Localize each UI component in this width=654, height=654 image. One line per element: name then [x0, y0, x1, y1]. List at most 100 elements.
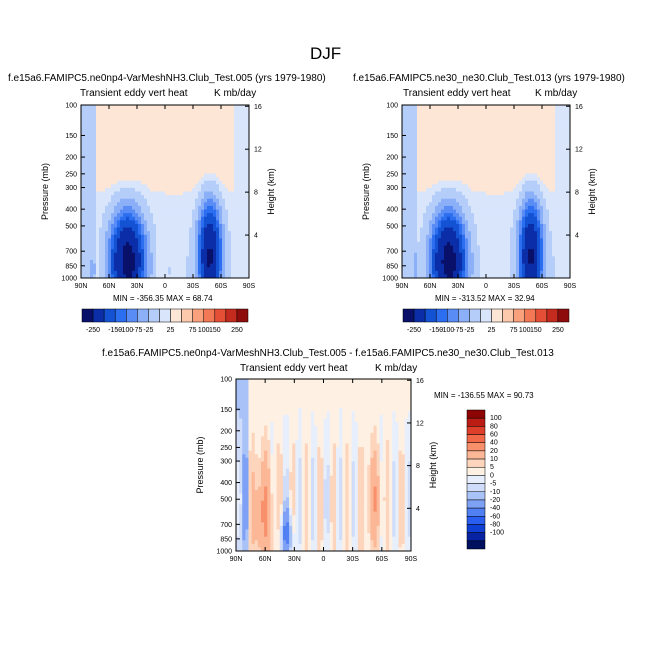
field-cell — [417, 238, 421, 243]
field-cell — [510, 209, 514, 214]
field-cell — [426, 151, 430, 156]
field-cell — [195, 213, 199, 218]
field-cell — [165, 252, 169, 257]
field-cell — [138, 144, 142, 149]
field-cell — [237, 274, 241, 279]
field-cell — [438, 177, 442, 182]
field-cell — [84, 105, 88, 109]
field-cell — [480, 220, 484, 225]
field-cell — [156, 126, 160, 131]
field-cell — [144, 180, 148, 185]
field-cell — [99, 202, 103, 207]
field-cell — [120, 148, 124, 153]
field-cell — [144, 205, 148, 210]
field-cell — [144, 198, 148, 203]
field-cell — [114, 166, 118, 171]
field-cell — [219, 245, 223, 250]
field-cell — [132, 213, 136, 218]
field-cell — [438, 205, 442, 210]
field-cell — [159, 166, 163, 171]
field-cell — [483, 115, 487, 120]
field-cell — [180, 169, 184, 174]
field-cell — [174, 205, 178, 210]
field-cell — [468, 256, 472, 261]
field-cell — [498, 252, 502, 257]
field-cell — [462, 177, 466, 182]
field-cell — [138, 108, 142, 113]
field-cell — [147, 223, 151, 228]
field-cell — [510, 141, 514, 146]
field-cell — [441, 180, 445, 185]
field-cell — [189, 112, 193, 117]
field-cell — [453, 144, 457, 149]
field-cell — [99, 220, 103, 225]
field-cell — [453, 259, 457, 264]
field-cell — [219, 144, 223, 149]
field-cell — [474, 105, 478, 109]
field-cell — [243, 144, 247, 149]
field-cell — [201, 263, 205, 268]
field-cell — [519, 263, 523, 268]
field-cell — [540, 115, 544, 120]
field-cell — [135, 231, 139, 236]
field-cell — [501, 133, 505, 138]
field-cell — [459, 137, 463, 142]
field-cell — [462, 162, 466, 167]
field-cell — [411, 256, 415, 261]
field-cell — [525, 177, 529, 182]
field-cell — [429, 162, 433, 167]
field-cell — [183, 177, 187, 182]
panel-1: 90N 60N 30N 0 30S 60S 90S100150200250300400500… — [40, 103, 276, 335]
field-cell — [423, 213, 427, 218]
field-cell — [165, 133, 169, 138]
field-cell — [513, 220, 517, 225]
field-cell — [495, 263, 499, 268]
field-cell — [156, 169, 160, 174]
field-cell — [528, 216, 532, 221]
field-cell — [165, 249, 169, 254]
field-cell — [129, 108, 133, 113]
field-cell — [411, 249, 415, 254]
field-cell — [447, 241, 451, 246]
field-cell — [510, 130, 514, 135]
field-cell — [426, 259, 430, 264]
field-cell — [480, 151, 484, 156]
field-cell — [174, 213, 178, 218]
field-cell — [246, 148, 250, 153]
field-cell — [132, 223, 136, 228]
field-cell — [135, 187, 139, 192]
field-cell — [165, 112, 169, 117]
field-cell — [234, 162, 238, 167]
field-cell — [234, 144, 238, 149]
field-cell — [507, 198, 511, 203]
field-cell — [183, 198, 187, 203]
field-cell — [114, 123, 118, 128]
field-cell — [81, 241, 85, 246]
field-cell — [435, 126, 439, 131]
field-cell — [492, 220, 496, 225]
field-cell — [498, 216, 502, 221]
field-cell — [495, 267, 499, 272]
field-cell — [522, 267, 526, 272]
field-cell — [87, 205, 91, 210]
field-cell — [222, 195, 226, 200]
field-cell — [96, 141, 100, 146]
field-cell — [108, 256, 112, 261]
field-cell — [537, 187, 541, 192]
field-cell — [420, 249, 424, 254]
field-cell — [477, 259, 481, 264]
field-cell — [471, 223, 475, 228]
field-cell — [174, 155, 178, 160]
field-cell — [165, 115, 169, 120]
field-cell — [201, 151, 205, 156]
field-cell — [486, 137, 490, 142]
field-cell — [444, 259, 448, 264]
field-cell — [177, 234, 181, 239]
field-cell — [147, 209, 151, 214]
field-cell — [486, 202, 490, 207]
field-cell — [192, 259, 196, 264]
field-cell — [99, 249, 103, 254]
field-cell — [222, 249, 226, 254]
field-cell — [126, 173, 130, 178]
field-cell — [87, 274, 91, 279]
